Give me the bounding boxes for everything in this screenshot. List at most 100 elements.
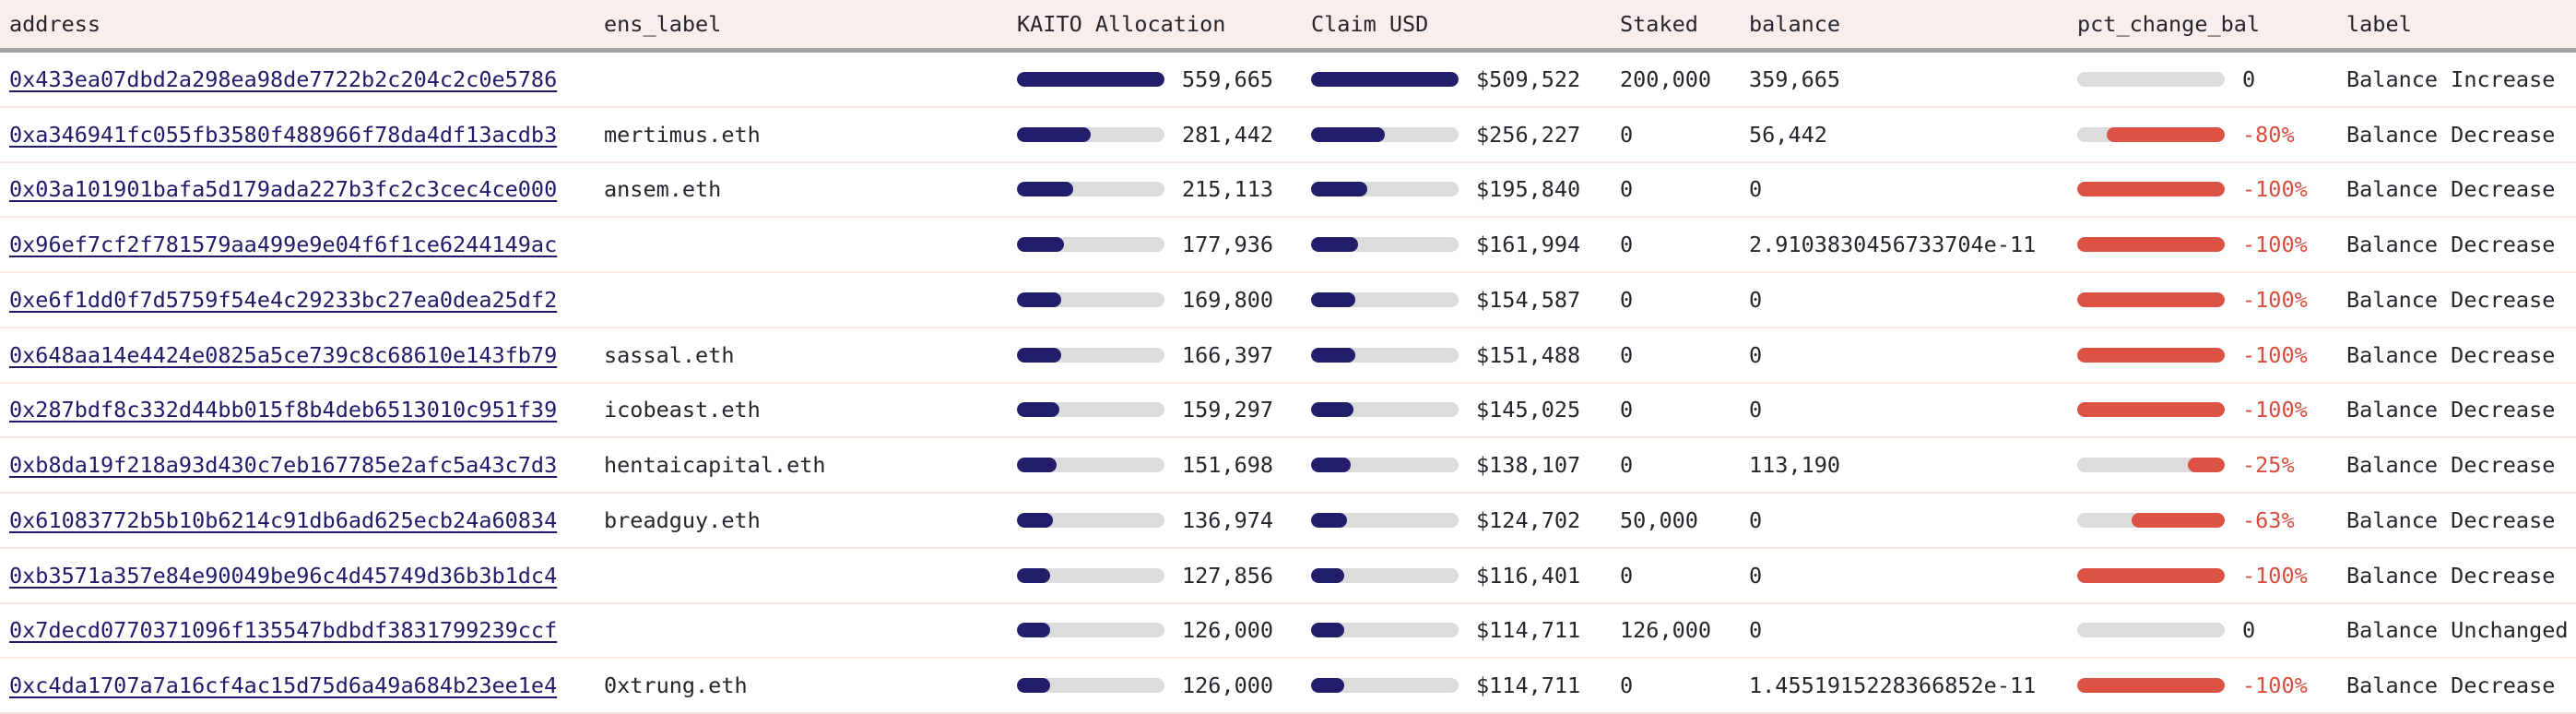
address-link[interactable]: 0x03a101901bafa5d179ada227b3fc2c3cec4ce0…: [9, 176, 558, 203]
kaito-allocation-value: 281,442: [1182, 121, 1274, 148]
pct-change-bar-track: [2077, 567, 2225, 583]
kaito-allocation-cell: 166,397: [1017, 342, 1311, 368]
address-cell: 0x03a101901bafa5d179ada227b3fc2c3cec4ce0…: [0, 176, 604, 202]
kaito-allocation-value: 136,974: [1182, 506, 1274, 533]
address-link[interactable]: 0x648aa14e4424e0825a5ce739c8c68610e143fb…: [9, 341, 558, 368]
pct-change-value: -100%: [2242, 176, 2308, 203]
label-cell: Balance Decrease: [2346, 176, 2556, 203]
pct-change-value: -100%: [2242, 562, 2308, 589]
label-cell: Balance Decrease: [2346, 286, 2556, 313]
table-row: 0x287bdf8c332d44bb015f8b4deb6513010c951f…: [0, 383, 2576, 439]
col-header-staked[interactable]: Staked: [1620, 11, 1698, 37]
address-link[interactable]: 0x433ea07dbd2a298ea98de7722b2c204c2c0e57…: [9, 65, 558, 92]
kaito-allocation-bar-fill: [1017, 567, 1051, 583]
table-row: 0xb3571a357e84e90049be96c4d45749d36b3b1d…: [0, 548, 2576, 604]
kaito-allocation-bar-track: [1017, 458, 1164, 473]
pct-change-bar-track: [2077, 71, 2225, 87]
address-link[interactable]: 0x287bdf8c332d44bb015f8b4deb6513010c951f…: [9, 397, 558, 423]
label-cell: Balance Decrease: [2346, 562, 2556, 589]
claim-usd-value: $195,840: [1476, 176, 1581, 203]
pct-change-bal-cell: -100%: [2077, 232, 2346, 257]
pct-change-bar-track: [2077, 126, 2225, 142]
address-link[interactable]: 0xc4da1707a7a16cf4ac15d75d6a49a684b23ee1…: [9, 672, 558, 699]
kaito-allocation-cell: 281,442: [1017, 122, 1311, 148]
kaito-allocation-bar-fill: [1017, 292, 1062, 307]
balance-cell: 0: [1749, 506, 1763, 533]
staked-cell: 0: [1620, 397, 1634, 423]
label-cell: Balance Decrease: [2346, 232, 2556, 258]
balance-cell: 1.4551915228366852e-11: [1749, 672, 2037, 699]
address-link[interactable]: 0x96ef7cf2f781579aa499e9e04f6f1ce6244149…: [9, 232, 558, 258]
pct-change-value: 0: [2242, 65, 2256, 92]
claim-usd-bar-track: [1311, 567, 1459, 583]
table-row: 0x648aa14e4424e0825a5ce739c8c68610e143fb…: [0, 327, 2576, 384]
ens-label-cell: breadguy.eth: [604, 506, 761, 533]
claim-usd-cell: $124,702: [1311, 507, 1620, 533]
label-cell: Balance Decrease: [2346, 506, 2556, 533]
col-header-balance[interactable]: balance: [1749, 11, 1841, 37]
col-header-ens-label[interactable]: ens_label: [604, 11, 722, 37]
address-link[interactable]: 0xb3571a357e84e90049be96c4d45749d36b3b1d…: [9, 562, 558, 589]
label-cell: Balance Decrease: [2346, 121, 2556, 148]
pct-change-value: -25%: [2242, 452, 2295, 479]
ens-label-cell: mertimus.eth: [604, 121, 761, 148]
col-header-label[interactable]: label: [2346, 11, 2412, 37]
kaito-allocation-bar-fill: [1017, 512, 1054, 528]
label-cell: Balance Decrease: [2346, 672, 2556, 699]
claim-usd-bar-fill: [1311, 512, 1348, 528]
claim-usd-bar-fill: [1311, 347, 1355, 363]
claim-usd-value: $138,107: [1476, 452, 1581, 479]
address-cell: 0xa346941fc055fb3580f488966f78da4df13acd…: [0, 122, 604, 148]
col-header-pct-change-bal[interactable]: pct_change_bal: [2077, 11, 2261, 37]
col-header-kaito-allocation[interactable]: KAITO Allocation: [1017, 11, 1226, 37]
kaito-allocation-bar-fill: [1017, 402, 1059, 418]
claim-usd-value: $114,711: [1476, 617, 1581, 644]
address-link[interactable]: 0xa346941fc055fb3580f488966f78da4df13acd…: [9, 121, 558, 148]
staked-cell: 0: [1620, 341, 1634, 368]
col-header-claim-usd[interactable]: Claim USD: [1311, 11, 1429, 37]
pct-change-bal-cell: -100%: [2077, 176, 2346, 202]
pct-change-value: 0: [2242, 617, 2256, 644]
claim-usd-value: $114,711: [1476, 672, 1581, 699]
address-link[interactable]: 0x7decd0770371096f135547bdbdf3831799239c…: [9, 617, 558, 644]
kaito-allocation-bar-track: [1017, 292, 1164, 307]
kaito-allocation-bar-fill: [1017, 458, 1058, 473]
kaito-allocation-bar-track: [1017, 678, 1164, 694]
kaito-allocation-value: 127,856: [1182, 562, 1274, 589]
claim-usd-value: $509,522: [1476, 65, 1581, 92]
table-body: 0x433ea07dbd2a298ea98de7722b2c204c2c0e57…: [0, 53, 2576, 714]
pct-change-value: -100%: [2242, 397, 2308, 423]
pct-change-bal-cell: -100%: [2077, 287, 2346, 313]
address-cell: 0x433ea07dbd2a298ea98de7722b2c204c2c0e57…: [0, 66, 604, 92]
claim-usd-bar-track: [1311, 623, 1459, 638]
staked-cell: 0: [1620, 672, 1634, 699]
kaito-allocation-bar-fill: [1017, 678, 1050, 694]
address-link[interactable]: 0x61083772b5b10b6214c91db6ad625ecb24a608…: [9, 506, 558, 533]
claim-usd-bar-fill: [1311, 623, 1344, 638]
staked-cell: 200,000: [1620, 65, 1712, 92]
kaito-allocation-cell: 159,297: [1017, 397, 1311, 422]
kaito-allocation-cell: 151,698: [1017, 452, 1311, 478]
pct-change-bal-cell: -100%: [2077, 397, 2346, 422]
pct-change-bar-fill: [2077, 292, 2225, 307]
pct-change-bal-cell: 0: [2077, 617, 2346, 643]
address-cell: 0x287bdf8c332d44bb015f8b4deb6513010c951f…: [0, 397, 604, 422]
claim-usd-bar-track: [1311, 402, 1459, 418]
kaito-allocation-bar-fill: [1017, 182, 1074, 197]
address-link[interactable]: 0xb8da19f218a93d430c7eb167785e2afc5a43c7…: [9, 452, 558, 479]
balance-cell: 0: [1749, 617, 1763, 644]
kaito-allocation-cell: 126,000: [1017, 672, 1311, 698]
pct-change-bar-fill: [2077, 182, 2225, 197]
address-link[interactable]: 0xe6f1dd0f7d5759f54e4c29233bc27ea0dea25d…: [9, 286, 558, 313]
claim-usd-cell: $116,401: [1311, 563, 1620, 589]
pct-change-bar-track: [2077, 623, 2225, 638]
claim-usd-cell: $114,711: [1311, 617, 1620, 643]
claim-usd-bar-track: [1311, 71, 1459, 87]
col-header-address[interactable]: address: [9, 11, 101, 37]
claim-usd-cell: $114,711: [1311, 672, 1620, 698]
pct-change-bar-track: [2077, 182, 2225, 197]
pct-change-bal-cell: -100%: [2077, 342, 2346, 368]
pct-change-bal-cell: -80%: [2077, 122, 2346, 148]
claim-usd-bar-fill: [1311, 678, 1344, 694]
address-cell: 0xc4da1707a7a16cf4ac15d75d6a49a684b23ee1…: [0, 672, 604, 698]
